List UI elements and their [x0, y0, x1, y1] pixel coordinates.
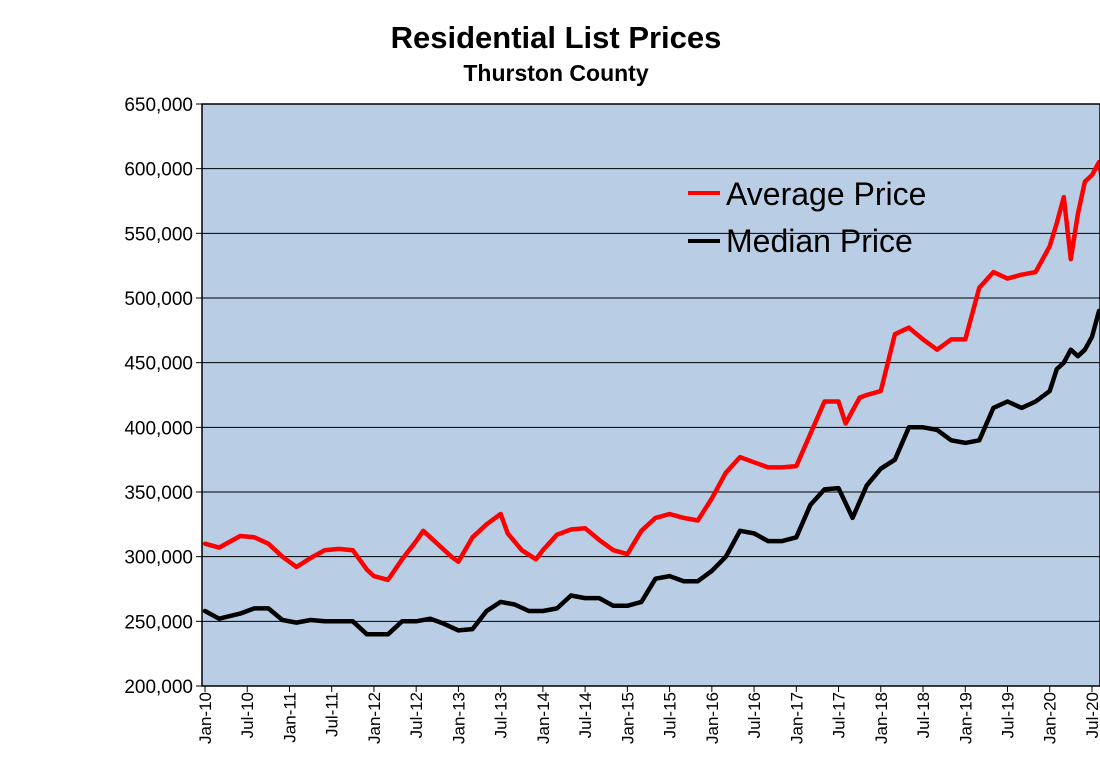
x-tick-label: Jul-13	[492, 692, 511, 738]
series-layer	[202, 159, 1100, 637]
x-tick-label: Jan-19	[956, 692, 975, 744]
y-tick-label: 250,000	[124, 612, 193, 633]
x-tick-label: Jan-15	[618, 692, 637, 744]
y-tick-label: 200,000	[124, 677, 193, 698]
y-tick-label: 350,000	[124, 483, 193, 504]
x-tick-label: Jul-20	[1083, 692, 1100, 738]
average-price-line	[202, 159, 1100, 583]
x-tick-label: Jul-19	[998, 692, 1017, 738]
x-tick-label: Jan-12	[365, 692, 384, 744]
plot-area	[202, 104, 1100, 686]
chart-title: Residential List Prices	[390, 20, 722, 55]
x-tick-label: Jul-17	[830, 692, 849, 738]
x-tick-label: Jan-13	[449, 692, 468, 744]
x-tick-label: Jan-11	[280, 692, 299, 743]
x-tick-label: Jul-10	[238, 692, 257, 738]
axes: 200,000 250,000 300,000 350,000 400,000 450,0…	[124, 95, 1100, 744]
x-tick-label: Jan-18	[872, 692, 891, 744]
x-tick-label: Jul-18	[914, 692, 933, 738]
y-tick-label: 500,000	[124, 289, 193, 310]
x-tick-label: Jan-20	[1041, 692, 1060, 744]
y-tick-label: 300,000	[124, 548, 193, 569]
y-tick-label: 650,000	[124, 95, 193, 116]
x-tick-label: Jan-17	[787, 692, 806, 744]
y-tick-label: 600,000	[124, 160, 193, 181]
legend-label-median: Median Price	[726, 223, 913, 259]
legend: Average Price Median Price	[688, 176, 926, 259]
x-tick-label: Jul-15	[661, 692, 680, 738]
median-price-line	[202, 308, 1100, 637]
x-tick-label: Jul-16	[745, 692, 764, 738]
x-tick-label: Jan-16	[703, 692, 722, 744]
y-tick-label: 450,000	[124, 354, 193, 375]
plot-border	[201, 103, 1100, 687]
y-tick-label: 550,000	[124, 224, 193, 245]
x-tick-label: Jan-10	[196, 692, 215, 744]
legend-label-average: Average Price	[726, 176, 926, 212]
x-tick-label: Jul-12	[407, 692, 426, 738]
gridlines	[202, 168, 1100, 622]
y-tick-label: 400,000	[124, 418, 193, 439]
chart-subtitle: Thurston County	[463, 60, 649, 86]
x-tick-label: Jan-14	[534, 692, 553, 744]
x-tick-label: Jul-11	[323, 692, 342, 737]
x-tick-label: Jul-14	[576, 692, 595, 738]
